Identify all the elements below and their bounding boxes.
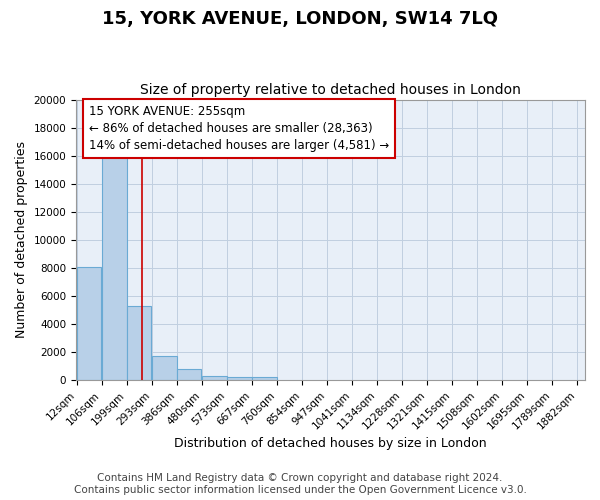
Bar [127,306,151,380]
Text: Contains HM Land Registry data © Crown copyright and database right 2024.
Contai: Contains HM Land Registry data © Crown c… [74,474,526,495]
Bar [152,356,176,380]
Bar [177,369,202,380]
Bar [252,378,277,380]
Text: 15, YORK AVENUE, LONDON, SW14 7LQ: 15, YORK AVENUE, LONDON, SW14 7LQ [102,10,498,28]
Bar [227,378,251,380]
Bar [77,266,101,380]
X-axis label: Distribution of detached houses by size in London: Distribution of detached houses by size … [174,437,487,450]
Text: 15 YORK AVENUE: 255sqm
← 86% of detached houses are smaller (28,363)
14% of semi: 15 YORK AVENUE: 255sqm ← 86% of detached… [89,105,389,152]
Y-axis label: Number of detached properties: Number of detached properties [15,142,28,338]
Bar [202,376,227,380]
Bar [102,148,127,380]
Title: Size of property relative to detached houses in London: Size of property relative to detached ho… [140,83,521,97]
